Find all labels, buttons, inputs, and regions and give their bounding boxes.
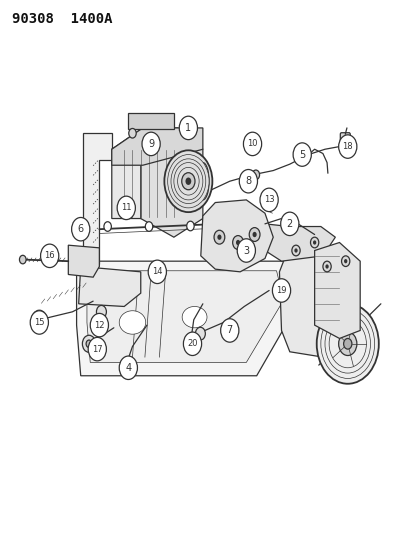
Text: 7: 7: [226, 326, 233, 335]
Circle shape: [338, 135, 356, 158]
Text: 4: 4: [125, 363, 131, 373]
Circle shape: [243, 132, 261, 156]
Polygon shape: [314, 243, 359, 338]
Circle shape: [343, 338, 351, 349]
Circle shape: [322, 261, 330, 272]
FancyBboxPatch shape: [339, 133, 349, 151]
Circle shape: [294, 248, 297, 253]
Circle shape: [128, 128, 136, 138]
Text: 16: 16: [44, 252, 55, 260]
Text: 19: 19: [275, 286, 286, 295]
Text: 3: 3: [243, 246, 249, 255]
Text: 1: 1: [185, 123, 191, 133]
Text: 5: 5: [298, 150, 305, 159]
Circle shape: [36, 315, 43, 325]
Circle shape: [90, 313, 108, 337]
Text: 12: 12: [94, 321, 104, 329]
Circle shape: [217, 235, 221, 240]
Circle shape: [40, 244, 59, 268]
Circle shape: [341, 256, 349, 266]
Text: 8: 8: [245, 176, 251, 186]
Circle shape: [325, 264, 328, 269]
Circle shape: [185, 177, 191, 185]
Circle shape: [117, 196, 135, 220]
Circle shape: [19, 255, 26, 264]
Polygon shape: [68, 245, 99, 277]
Text: 9: 9: [148, 139, 154, 149]
Circle shape: [71, 217, 90, 241]
Circle shape: [272, 279, 290, 302]
Circle shape: [164, 150, 212, 212]
Circle shape: [179, 116, 197, 140]
Circle shape: [252, 232, 256, 237]
Circle shape: [316, 304, 378, 384]
Polygon shape: [83, 133, 112, 264]
Circle shape: [88, 337, 106, 361]
Circle shape: [343, 259, 347, 263]
Circle shape: [259, 188, 278, 212]
Circle shape: [235, 240, 240, 245]
Text: 15: 15: [34, 318, 45, 327]
Circle shape: [232, 236, 243, 249]
Circle shape: [252, 170, 259, 180]
Text: 13: 13: [263, 196, 274, 204]
Circle shape: [96, 305, 106, 318]
Circle shape: [338, 332, 356, 356]
Circle shape: [167, 155, 209, 208]
Circle shape: [145, 222, 152, 231]
Polygon shape: [279, 243, 359, 357]
Circle shape: [119, 356, 137, 379]
Polygon shape: [76, 261, 297, 376]
Polygon shape: [112, 128, 178, 219]
Polygon shape: [140, 128, 202, 237]
Text: 11: 11: [121, 204, 131, 212]
Circle shape: [185, 337, 196, 351]
Ellipse shape: [182, 306, 206, 328]
Ellipse shape: [119, 311, 145, 334]
Circle shape: [239, 169, 257, 193]
Text: 10: 10: [247, 140, 257, 148]
Text: 20: 20: [187, 340, 197, 348]
Polygon shape: [78, 266, 140, 306]
Circle shape: [148, 260, 166, 284]
Circle shape: [214, 230, 224, 244]
Circle shape: [181, 173, 195, 190]
Circle shape: [237, 239, 255, 262]
Circle shape: [312, 240, 316, 245]
Text: 17: 17: [92, 345, 102, 353]
Circle shape: [291, 245, 299, 256]
Polygon shape: [256, 224, 335, 261]
Circle shape: [244, 177, 252, 188]
FancyBboxPatch shape: [128, 113, 173, 129]
Circle shape: [186, 221, 194, 231]
Circle shape: [121, 360, 133, 375]
Text: 6: 6: [78, 224, 83, 234]
Circle shape: [249, 228, 259, 241]
Circle shape: [263, 198, 273, 211]
Circle shape: [30, 311, 48, 334]
Circle shape: [310, 237, 318, 248]
Polygon shape: [87, 271, 283, 362]
Text: 18: 18: [342, 142, 352, 151]
Circle shape: [104, 222, 111, 231]
Polygon shape: [200, 200, 273, 272]
Polygon shape: [112, 128, 202, 165]
Circle shape: [220, 319, 238, 342]
Circle shape: [142, 132, 160, 156]
Circle shape: [275, 284, 285, 297]
Circle shape: [195, 327, 205, 340]
Circle shape: [86, 340, 92, 348]
Circle shape: [280, 212, 298, 236]
Text: 2: 2: [286, 219, 292, 229]
Circle shape: [32, 310, 47, 329]
Circle shape: [292, 143, 311, 166]
Text: 90308  1400A: 90308 1400A: [12, 12, 113, 26]
Text: 14: 14: [152, 268, 162, 276]
Circle shape: [183, 332, 201, 356]
Circle shape: [82, 335, 95, 352]
